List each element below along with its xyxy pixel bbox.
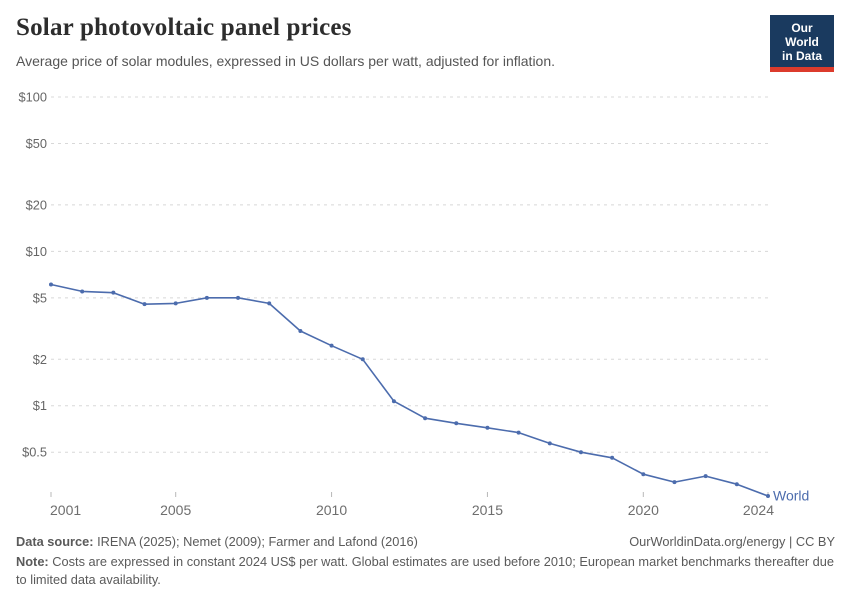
x-tick-label: 2010 — [316, 502, 347, 518]
footer-note: Note: Costs are expressed in constant 20… — [16, 553, 835, 590]
data-source-label: Data source: — [16, 534, 94, 549]
series-end-label: World — [773, 488, 809, 504]
page-title: Solar photovoltaic panel prices — [16, 14, 352, 41]
data-point[interactable] — [454, 421, 459, 426]
y-tick-label: $0.5 — [22, 445, 47, 460]
note-value: Costs are expressed in constant 2024 US$… — [16, 553, 835, 588]
data-point[interactable] — [672, 480, 677, 485]
data-point[interactable] — [142, 302, 147, 307]
data-point[interactable] — [329, 343, 334, 348]
y-tick-label: $2 — [33, 352, 47, 367]
data-point[interactable] — [236, 295, 241, 300]
data-point[interactable] — [703, 474, 708, 479]
x-tick-label: 2015 — [472, 502, 503, 518]
data-point[interactable] — [423, 416, 428, 421]
chart-footer: Data source: IRENA (2025); Nemet (2009);… — [16, 533, 835, 590]
x-tick-label: 2001 — [50, 502, 81, 518]
chart-subtitle: Average price of solar modules, expresse… — [16, 53, 556, 69]
data-point[interactable] — [610, 455, 615, 460]
data-point[interactable] — [111, 290, 116, 295]
owid-logo-line2: in Data — [781, 49, 822, 64]
data-point[interactable] — [49, 282, 53, 287]
data-point[interactable] — [578, 450, 583, 455]
x-tick-label: 2024 — [743, 502, 774, 518]
data-point[interactable] — [766, 494, 770, 499]
owid-license-link[interactable]: OurWorldinData.org/energy | CC BY — [629, 534, 835, 549]
y-tick-label: $1 — [33, 398, 47, 413]
data-point[interactable] — [734, 482, 739, 487]
y-tick-label: $5 — [33, 290, 47, 305]
y-tick-label: $10 — [26, 244, 47, 259]
data-point[interactable] — [641, 472, 646, 477]
x-tick-label: 2005 — [160, 502, 191, 518]
data-point[interactable] — [391, 399, 396, 404]
y-tick-label: $100 — [19, 90, 47, 105]
owid-logo-line1: Our World — [785, 21, 819, 50]
data-point[interactable] — [80, 289, 85, 294]
data-source-value: IRENA (2025); Nemet (2009); Farmer and L… — [93, 534, 418, 549]
owid-logo[interactable]: Our World in Data — [770, 15, 834, 73]
data-point[interactable] — [547, 441, 552, 446]
note-label: Note: — [16, 553, 49, 569]
data-point[interactable] — [516, 430, 521, 435]
footer-sources-row: Data source: IRENA (2025); Nemet (2009);… — [16, 533, 835, 552]
y-tick-label: $50 — [26, 136, 47, 151]
data-source-text: Data source: IRENA (2025); Nemet (2009);… — [16, 533, 418, 552]
series-line-world[interactable] — [50, 283, 769, 497]
data-point[interactable] — [298, 328, 303, 333]
data-point[interactable] — [485, 425, 490, 430]
x-tick-label: 2020 — [628, 502, 659, 518]
data-point[interactable] — [173, 301, 178, 306]
y-tick-label: $20 — [26, 197, 47, 212]
data-point[interactable] — [267, 301, 272, 306]
data-point[interactable] — [360, 357, 365, 362]
data-point[interactable] — [204, 295, 209, 300]
